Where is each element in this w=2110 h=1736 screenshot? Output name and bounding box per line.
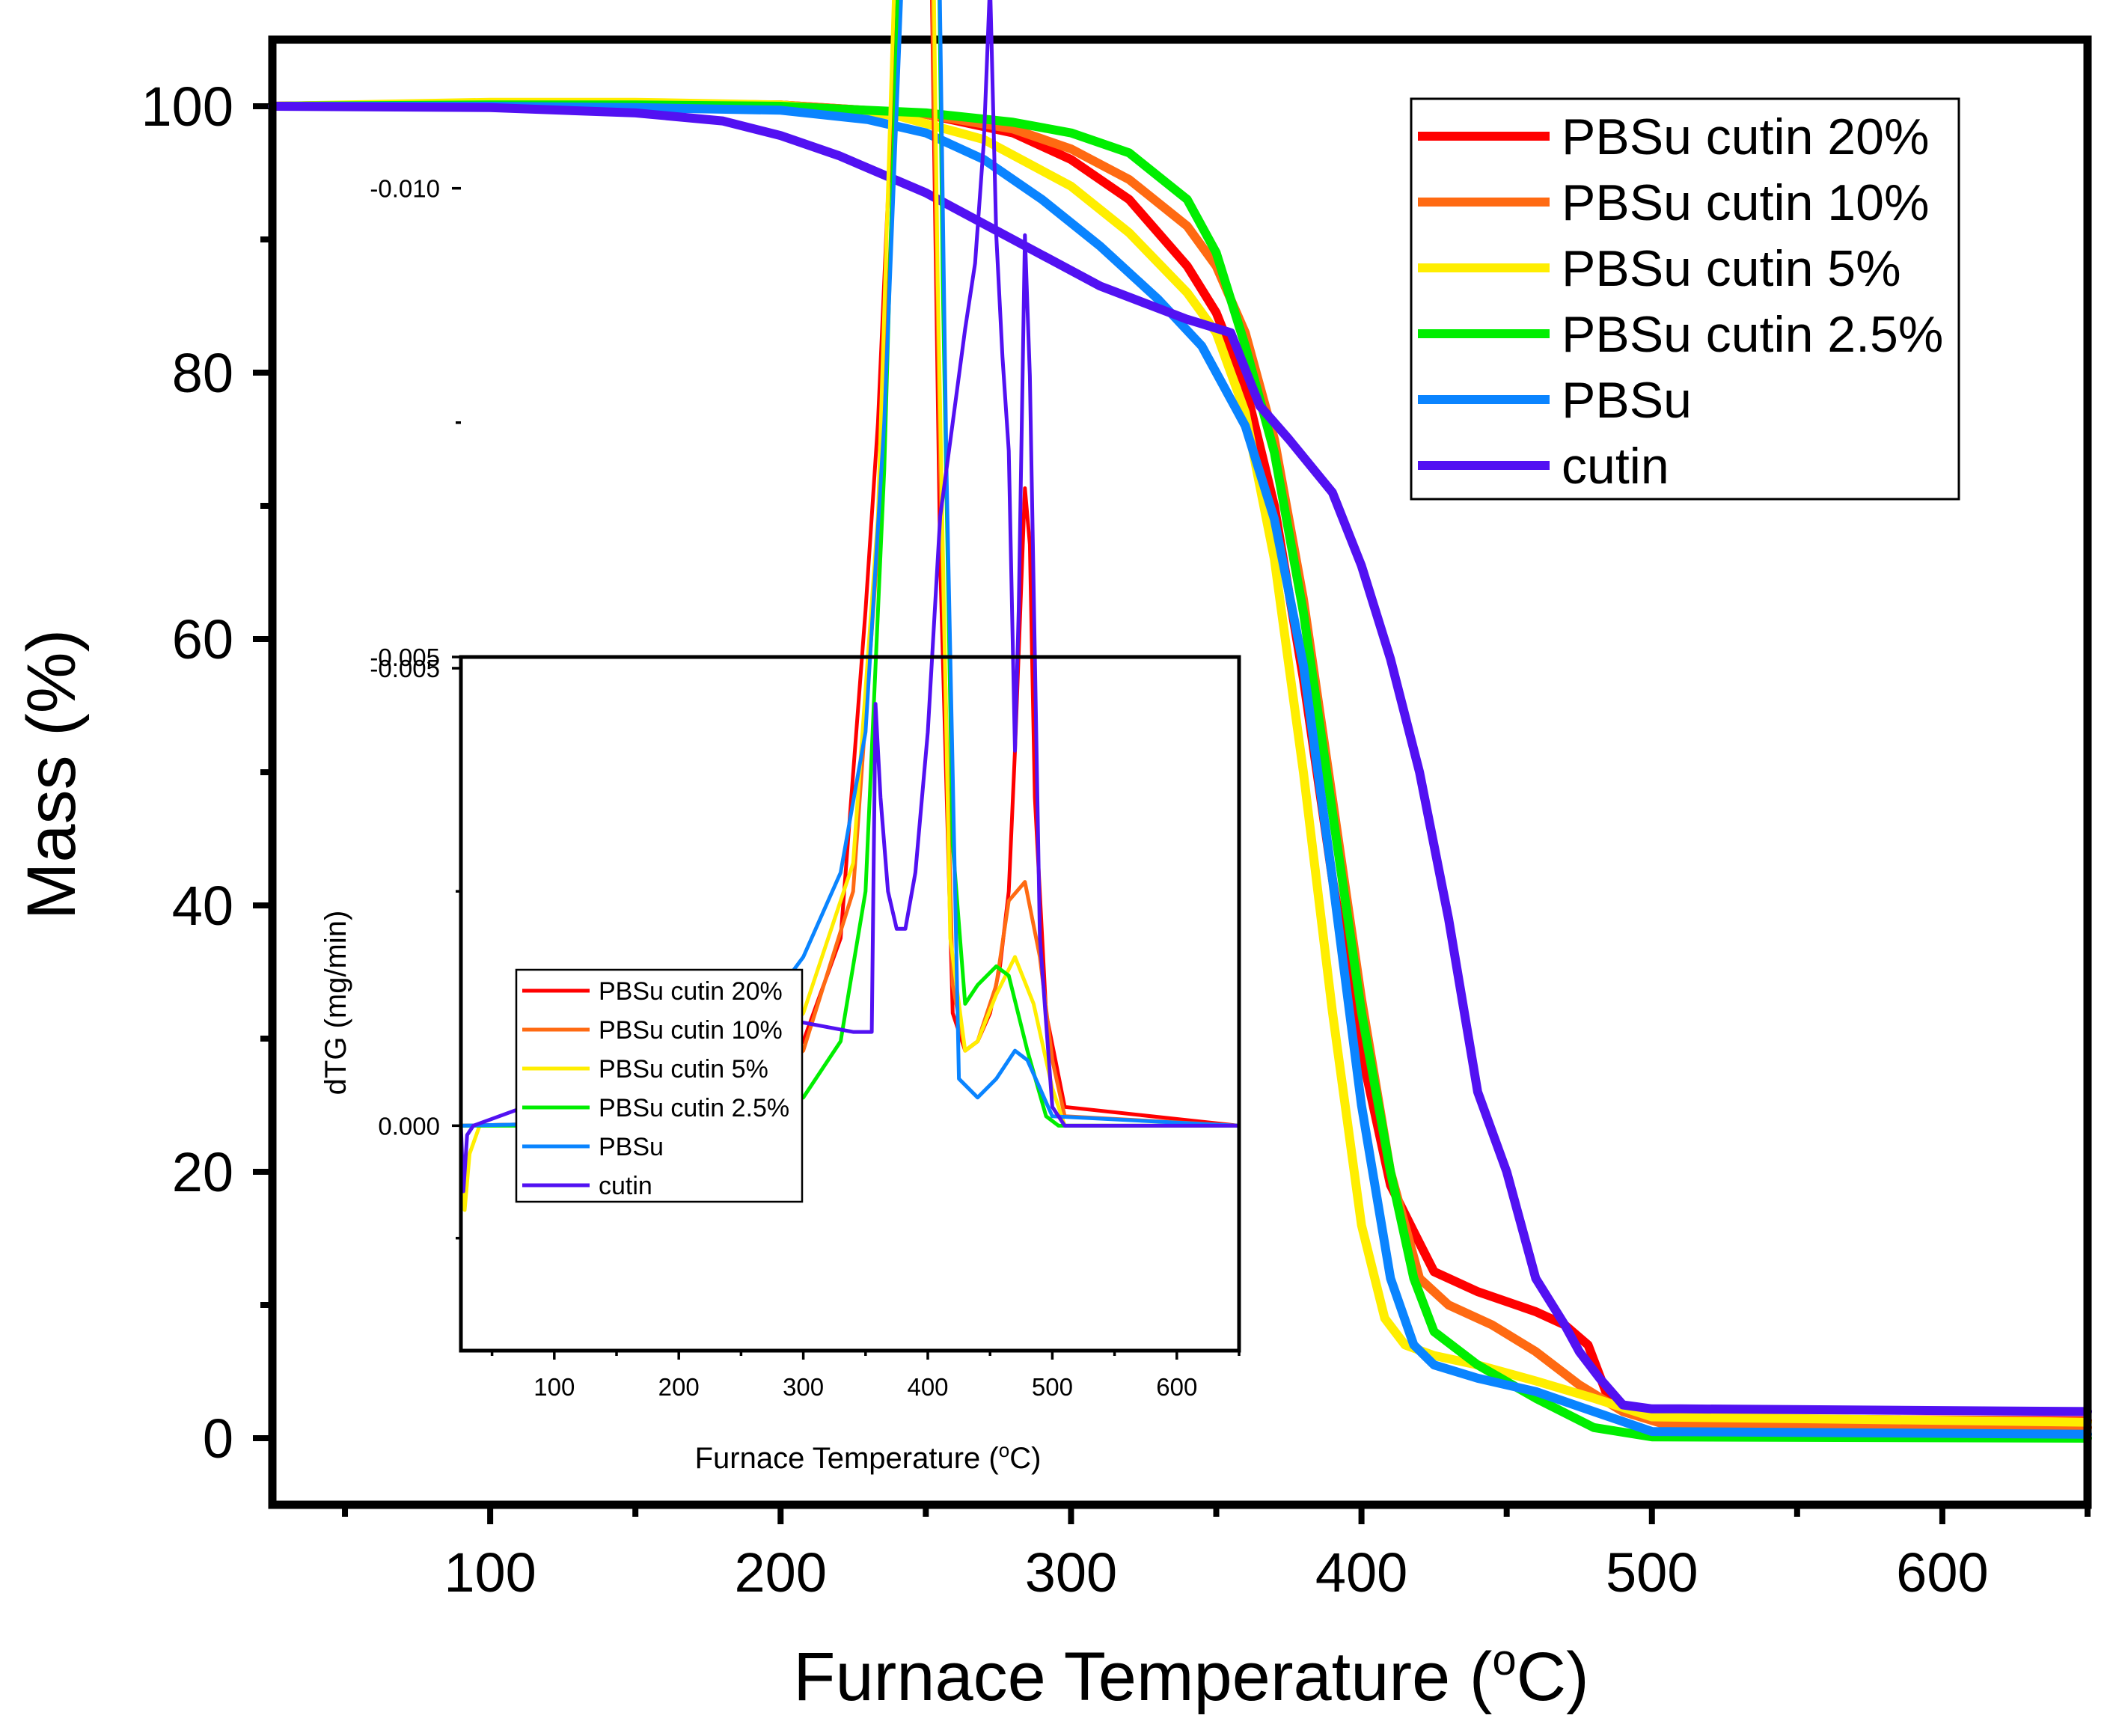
inset-series-pbsu xyxy=(459,0,1241,1128)
main-x-tick-label: 300 xyxy=(1025,1541,1117,1604)
main-x-tick-label: 600 xyxy=(1896,1541,1988,1604)
main-x-tick-label: 500 xyxy=(1606,1541,1698,1604)
inset-y-tick-label: -0.005 xyxy=(370,644,440,671)
inset-x-tick-label: 300 xyxy=(783,1373,824,1401)
main-legend-label-cutin: cutin xyxy=(1562,438,1669,495)
inset-y-axis-title: dTG (mg/min) xyxy=(319,911,352,1095)
main-legend-label-pbsu-cutin-2-5: PBSu cutin 2.5% xyxy=(1562,306,1943,363)
main-x-tick-label: 400 xyxy=(1315,1541,1407,1604)
inset-x-tick-label: 500 xyxy=(1032,1373,1073,1401)
main-x-axis-title-sup: o xyxy=(1492,1636,1516,1684)
main-legend-label-pbsu-cutin-20: PBSu cutin 20% xyxy=(1562,109,1929,165)
main-x-tick-label: 100 xyxy=(444,1541,536,1604)
main-legend: PBSu cutin 20% PBSu cutin 10% PBSu cutin 5… xyxy=(1410,97,1960,501)
main-plot-frame xyxy=(268,35,2092,1509)
inset-chart: 100 200 300 400 500 600 -0.005 0.000 -0.005 -0.01… xyxy=(319,0,1241,1475)
inset-legend-label-pbsu-cutin-5: PBSu cutin 5% xyxy=(599,1055,768,1084)
main-x-axis-title-unit: C) xyxy=(1517,1639,1589,1715)
main-series-pbsu-cutin-2-5 xyxy=(268,100,2092,1443)
main-y-tick-label: 100 xyxy=(141,76,233,138)
inset-plot-frame xyxy=(459,655,1241,1353)
inset-x-tick-label: 400 xyxy=(907,1373,948,1401)
main-ticks: 100 200 300 400 500 600 0 20 40 60 80 100 xyxy=(141,76,2091,1604)
main-x-axis-title: Furnace Temperature (oC) xyxy=(793,1636,1588,1715)
inset-x-axis-title-sup: o xyxy=(999,1439,1009,1461)
main-x-axis-title-text: Furnace Temperature ( xyxy=(793,1639,1492,1715)
inset-x-tick-label: 600 xyxy=(1156,1373,1197,1401)
inset-legend-label-pbsu-cutin-2-5: PBSu cutin 2.5% xyxy=(599,1094,789,1122)
inset-legend: PBSu cutin 20% PBSu cutin 10% PBSu cutin 5… xyxy=(515,968,804,1203)
main-legend-label-pbsu-cutin-10: PBSu cutin 10% xyxy=(1562,174,1929,231)
main-legend-label-pbsu: PBSu xyxy=(1562,372,1692,429)
inset-legend-label-cutin: cutin xyxy=(599,1172,652,1200)
main-y-tick-label: 80 xyxy=(172,342,233,404)
inset-x-tick-label: 200 xyxy=(658,1373,700,1401)
inset-legend-label-pbsu-cutin-20: PBSu cutin 20% xyxy=(599,977,783,1006)
inset-x-axis-title-unit: C) xyxy=(1009,1442,1041,1475)
main-y-tick-label: 40 xyxy=(172,875,233,937)
main-y-tick-label: 0 xyxy=(203,1408,233,1470)
inset-legend-label-pbsu: PBSu xyxy=(599,1133,664,1161)
main-y-tick-label: 20 xyxy=(172,1141,233,1203)
inset-series-pbsu-cutin-2-5 xyxy=(459,0,1241,1128)
main-y-tick-label: 60 xyxy=(172,608,233,670)
main-y-axis-title: Mass (%) xyxy=(13,629,90,920)
inset-legend-label-pbsu-cutin-10: PBSu cutin 10% xyxy=(599,1016,783,1045)
main-series xyxy=(268,97,2092,1443)
main-legend-box xyxy=(1410,97,1960,501)
inset-legend-box xyxy=(515,968,804,1203)
inset-x-axis-title: Furnace Temperature (oC) xyxy=(695,1439,1042,1475)
inset-x-axis-title-text: Furnace Temperature ( xyxy=(695,1442,1000,1475)
inset-y-tick-label: -0.010 xyxy=(370,175,440,203)
inset-y-tick-label: 0.000 xyxy=(378,1112,440,1140)
main-legend-label-pbsu-cutin-5: PBSu cutin 5% xyxy=(1562,240,1901,297)
inset-x-tick-label: 100 xyxy=(533,1373,575,1401)
main-series-cutin xyxy=(268,102,2092,1416)
inset-y-tick-label: -0.005 xyxy=(370,655,440,682)
main-series-pbsu xyxy=(268,102,2092,1439)
main-x-tick-label: 200 xyxy=(735,1541,827,1604)
